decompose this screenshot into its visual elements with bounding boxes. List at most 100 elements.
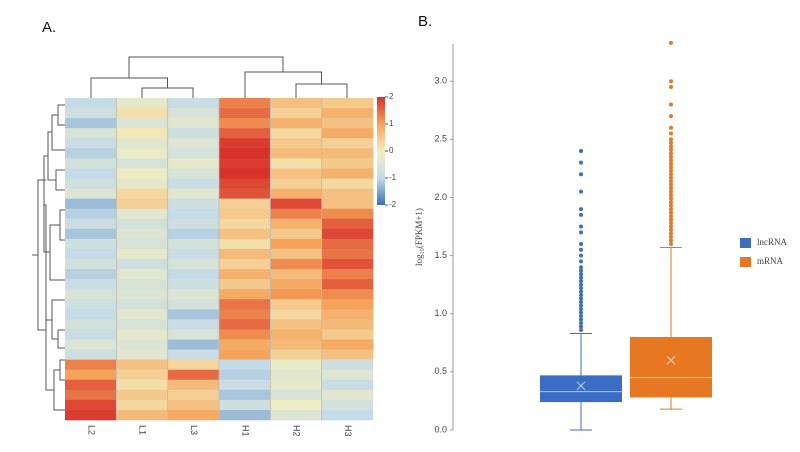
heatmap-cell: [270, 409, 322, 421]
column-label: L2: [86, 425, 96, 435]
column-label: H3: [343, 425, 353, 437]
outlier: [669, 151, 673, 156]
heatmap-cell: [167, 299, 220, 310]
heatmap-cell: [219, 228, 271, 240]
heatmap-cell: [65, 248, 117, 260]
heatmap-cell: [219, 118, 271, 129]
heatmap-cell: [167, 349, 220, 360]
heatmap-cell: [116, 98, 168, 109]
outlier: [669, 217, 673, 222]
outlier: [669, 203, 673, 208]
heatmap-cell: [270, 359, 322, 370]
heatmap-cell: [321, 108, 374, 119]
heatmap-cell: [321, 138, 374, 149]
heatmap-cell: [116, 238, 168, 250]
heatmap-cell: [167, 148, 220, 159]
column-label: H1: [240, 425, 250, 437]
outlier: [579, 293, 583, 298]
outlier: [579, 324, 583, 329]
heatmap-cell: [321, 218, 374, 230]
heatmap-cell: [116, 218, 168, 230]
heatmap-cell: [65, 188, 117, 199]
heatmap-cell: [321, 359, 374, 370]
heatmap-cell: [116, 329, 168, 340]
heatmap-cell: [116, 349, 168, 360]
heatmap-cell: [167, 238, 220, 250]
heatmap-cell: [321, 289, 374, 300]
outlier: [669, 179, 673, 184]
heatmap-cell: [167, 218, 220, 230]
y-tick-label: 1.5: [434, 250, 447, 260]
heatmap-cell: [116, 108, 168, 119]
heatmap-cell: [321, 309, 374, 320]
heatmap-cell: [167, 279, 220, 290]
y-tick-label: 3.0: [434, 76, 447, 86]
heatmap-cell: [219, 289, 271, 300]
outlier: [669, 235, 673, 239]
heatmap-cell: [167, 198, 220, 209]
heatmap-cell: [116, 279, 168, 290]
heatmap-cell: [116, 168, 168, 179]
y-axis-label: log₁₀(FPKM+1): [414, 208, 424, 266]
heatmap-cell: [65, 128, 117, 139]
heatmap-cell: [65, 409, 117, 421]
y-tick-label: 1.0: [434, 308, 447, 318]
colorbar-tick-label: 0: [389, 146, 394, 155]
heatmap-cell: [65, 329, 117, 340]
outlier: [579, 265, 583, 270]
heatmap-cell: [116, 128, 168, 139]
legend-label: mRNA: [757, 256, 784, 266]
heatmap-cell: [65, 399, 117, 411]
heatmap-cell: [219, 158, 271, 169]
outlier: [669, 224, 673, 229]
heatmap-cell: [116, 339, 168, 350]
y-tick-label: 2.5: [434, 134, 447, 144]
heatmap-cell: [321, 299, 374, 310]
outlier: [669, 140, 673, 145]
outlier: [579, 289, 583, 294]
outlier: [669, 137, 673, 142]
outlier: [669, 228, 673, 233]
outlier: [579, 286, 583, 291]
heatmap-cell: [219, 349, 271, 360]
heatmap-cell: [167, 269, 220, 280]
heatmap-cell: [321, 128, 374, 139]
heatmap-cell: [270, 128, 322, 139]
heatmap-cell: [65, 198, 117, 209]
outlier: [669, 241, 673, 246]
outlier: [669, 231, 673, 236]
heatmap-cell: [270, 329, 322, 340]
heatmap-cell: [270, 319, 322, 330]
outlier: [669, 238, 673, 243]
outlier: [669, 193, 673, 198]
outlier: [669, 102, 673, 107]
outlier: [579, 160, 583, 165]
heatmap-cell: [270, 339, 322, 350]
heatmap-cell: [219, 218, 271, 230]
heatmap-cell: [321, 279, 374, 290]
heatmap-cell: [116, 309, 168, 320]
outlier: [669, 172, 673, 177]
heatmap-cell: [270, 158, 322, 169]
y-tick-label: 0.5: [434, 366, 447, 376]
heatmap-cell: [65, 359, 117, 370]
outlier: [579, 212, 583, 217]
heatmap-cell: [219, 148, 271, 159]
heatmap-cell: [167, 289, 220, 300]
heatmap-cell: [65, 369, 117, 381]
heatmap-cell: [167, 409, 220, 421]
heatmap-cell: [270, 98, 322, 109]
heatmap-cell: [167, 359, 220, 370]
heatmap-cell: [219, 168, 271, 179]
heatmap-cell: [219, 369, 271, 381]
heatmap-cell: [270, 349, 322, 360]
outlier: [579, 300, 583, 305]
heatmap-cell: [167, 118, 220, 129]
outlier: [669, 144, 673, 149]
outlier: [579, 172, 583, 177]
heatmap-cell: [321, 379, 374, 391]
heatmap-cell: [65, 228, 117, 240]
heatmap-cell: [167, 339, 220, 350]
outlier: [579, 279, 583, 284]
mean-marker: [576, 381, 586, 391]
